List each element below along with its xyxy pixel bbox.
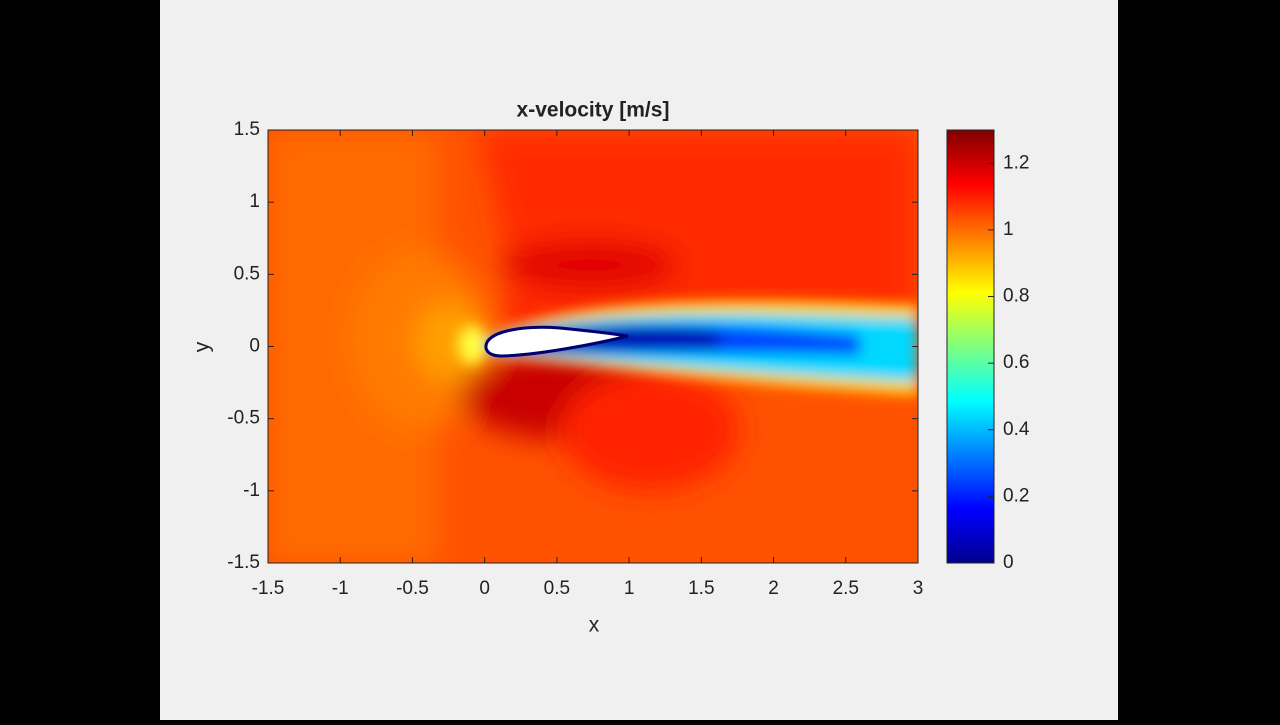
y-tick-label: -1.5 [227,552,260,573]
y-tick-label: 0.5 [234,263,260,284]
x-tick-label: 2.5 [833,578,859,599]
colorbar-tick-label: 0.6 [1003,352,1029,373]
velocity-field [268,130,918,563]
x-tick-label: -0.5 [396,578,429,599]
colorbar-tick-label: 0.4 [1003,419,1030,440]
colorbar-tick-label: 1.2 [1003,152,1029,173]
x-tick-label: 2 [768,578,779,599]
colorbar-tick-label: 0 [1003,552,1014,573]
y-tick-label: -1 [243,480,260,501]
y-axis-label: y [191,341,214,352]
colorbar-tick-label: 0.2 [1003,485,1029,506]
y-tick-label: 1.5 [234,119,260,140]
x-axis-label: x [589,614,600,637]
x-tick-label: 1.5 [688,578,714,599]
chart-title: x-velocity [m/s] [517,99,670,122]
x-tick-label: 0 [479,578,490,599]
x-tick-label: -1.5 [252,578,285,599]
x-tick-label: 1 [624,578,635,599]
colorbar-tick-label: 1 [1003,219,1014,240]
colorbar [946,129,995,564]
x-tick-label: 0.5 [544,578,570,599]
airfoil [484,325,629,358]
x-tick-label: -1 [332,578,349,599]
y-tick-label: -0.5 [227,408,260,429]
y-tick-label: 0 [249,336,260,357]
colorbar-tick-label: 0.8 [1003,286,1029,307]
x-tick-label: 3 [913,578,924,599]
y-tick-label: 1 [249,191,260,212]
